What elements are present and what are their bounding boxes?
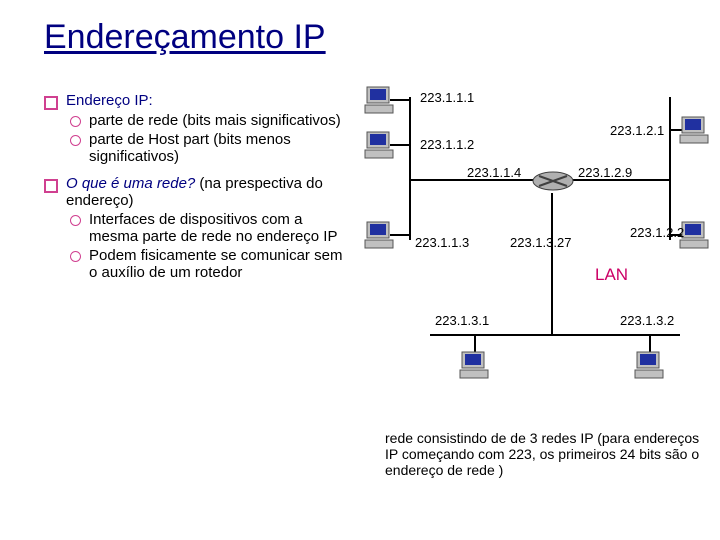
- circle-bullet-icon: [70, 215, 81, 226]
- bullet-1a-label: parte de rede (bits mais significativos): [89, 112, 341, 129]
- ip-label: 223.1.3.2: [620, 313, 674, 328]
- pc-icon: [363, 220, 397, 254]
- pc-icon: [678, 115, 712, 149]
- pc-icon: [363, 130, 397, 164]
- diagram-caption: rede consistindo de de 3 redes IP (para …: [385, 430, 715, 478]
- ip-label: 223.1.1.1: [420, 90, 474, 105]
- ip-label: 223.1.1.3: [415, 235, 469, 250]
- pc-icon: [633, 350, 667, 384]
- bullet-2-head: O que é uma rede?: [66, 175, 195, 192]
- text-content: Endereço IP: parte de rede (bits mais si…: [44, 92, 344, 283]
- bullet-2: O que é uma rede? (na prespectiva do end…: [44, 175, 344, 209]
- ip-label: 223.1.3.1: [435, 313, 489, 328]
- router-icon: [532, 169, 574, 191]
- ip-label: 223.1.3.27: [510, 235, 571, 250]
- bullet-2a-label: Interfaces de dispositivos com a mesma p…: [89, 211, 344, 245]
- bullet-1b-label: parte de Host part (bits menos significa…: [89, 131, 344, 165]
- circle-bullet-icon: [70, 116, 81, 127]
- bullet-1a: parte de rede (bits mais significativos): [70, 112, 344, 129]
- bullet-1-label: Endereço IP:: [66, 92, 153, 110]
- network-diagram: 223.1.1.1 223.1.1.2 223.1.1.3 223.1.1.4 …: [360, 85, 710, 385]
- square-bullet-icon: [44, 179, 58, 193]
- bullet-2a: Interfaces de dispositivos com a mesma p…: [70, 211, 344, 245]
- bullet-1b: parte de Host part (bits menos significa…: [70, 131, 344, 165]
- circle-bullet-icon: [70, 251, 81, 262]
- ip-label: 223.1.2.9: [578, 165, 632, 180]
- bullet-2-label: O que é uma rede? (na prespectiva do end…: [66, 175, 344, 209]
- ip-label: 223.1.2.2: [630, 225, 684, 240]
- pc-icon: [363, 85, 397, 119]
- bullet-2b: Podem fisicamente se comunicar sem o aux…: [70, 247, 344, 281]
- ip-label: 223.1.1.2: [420, 137, 474, 152]
- ip-label: 223.1.2.1: [610, 123, 664, 138]
- lan-label: LAN: [595, 265, 628, 285]
- ip-label: 223.1.1.4: [467, 165, 521, 180]
- square-bullet-icon: [44, 96, 58, 110]
- page-title: Endereçamento IP: [44, 18, 326, 57]
- bullet-2b-label: Podem fisicamente se comunicar sem o aux…: [89, 247, 344, 281]
- circle-bullet-icon: [70, 135, 81, 146]
- bullet-1: Endereço IP:: [44, 92, 344, 110]
- pc-icon: [458, 350, 492, 384]
